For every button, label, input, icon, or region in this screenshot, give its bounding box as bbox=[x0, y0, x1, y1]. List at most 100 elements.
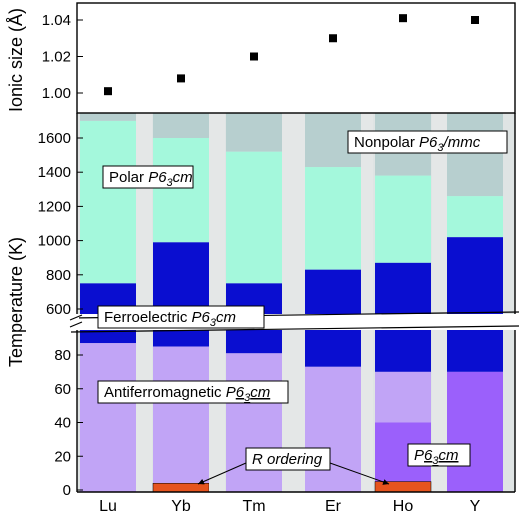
column-gap-4 bbox=[432, 113, 447, 492]
column-gap-1 bbox=[209, 113, 225, 492]
annotation-r-ordering-text: R ordering bbox=[252, 451, 323, 468]
xtick-label-yb: Yb bbox=[171, 498, 191, 515]
annotation-ferro-group: Ferroelectric P63cm bbox=[104, 309, 236, 329]
bar-polar-tm bbox=[226, 151, 282, 284]
bar-ferro-lower-tm bbox=[226, 330, 282, 354]
column-gap-2 bbox=[282, 113, 305, 492]
annotation-ferro-text: Ferroelectric bbox=[104, 309, 192, 326]
bar-nonpolar-yb bbox=[153, 113, 209, 138]
annotation-ferro: Ferroelectric P63cm bbox=[104, 309, 236, 329]
top-ytick-label: 1.04 bbox=[42, 12, 71, 29]
lower-ytick-label: 20 bbox=[54, 448, 71, 465]
bar-ferro-lower-y bbox=[447, 330, 503, 372]
ionic-size-point-tm bbox=[250, 52, 258, 61]
bar-afm-er bbox=[305, 366, 361, 492]
annotation-nonpolar-symbol: P6 bbox=[419, 134, 438, 151]
break-left-mask bbox=[69, 316, 79, 328]
bar-r-order-ho bbox=[374, 481, 432, 493]
lower-ytick-label: 40 bbox=[54, 415, 71, 432]
axis-ticks: 1.00 1.02 1.04 600 800 1000 1200 1400 1600 0 20 40 6… bbox=[38, 12, 481, 515]
annotation-r-ordering-box bbox=[245, 447, 331, 471]
annotation-nonpolar-box bbox=[347, 130, 508, 154]
top-y-axis-label: Ionic size (Å) bbox=[6, 8, 26, 112]
bar-ferro-lower-lu bbox=[80, 330, 136, 344]
upper-ytick-label: 1400 bbox=[38, 164, 71, 181]
annotation-ferro-box bbox=[97, 305, 265, 329]
break-line-lower bbox=[70, 325, 520, 333]
annotation-nonpolar: Nonpolar P63/mmc bbox=[354, 134, 481, 154]
upper-ytick-label: 800 bbox=[46, 267, 71, 284]
bar-polar-lu bbox=[80, 120, 136, 284]
annotation-afm-sub: 3 bbox=[244, 392, 251, 404]
annotation-nonpolar-group: Nonpolar P63/mmc bbox=[354, 134, 481, 154]
bar-polar-ho bbox=[375, 175, 431, 263]
annotation-r-ordering: R ordering bbox=[252, 451, 323, 468]
bar-polar-y bbox=[447, 196, 503, 238]
bar-polar-yb bbox=[153, 138, 209, 243]
annotation-p63cm-underlined-sub: 3 bbox=[432, 455, 439, 467]
xtick-label-lu: Lu bbox=[99, 498, 117, 515]
annotation-r-ordering-group: R ordering bbox=[252, 451, 323, 468]
xtick-label-er: Er bbox=[325, 498, 342, 515]
lower-ytick-label: 0 bbox=[63, 482, 71, 499]
arrow-to-ho bbox=[329, 462, 390, 485]
annotation-p63cm-underlined-end: cm bbox=[438, 447, 458, 464]
annotation-afm-group: Antiferromagnetic P63cm bbox=[104, 384, 270, 404]
column-gap-3 bbox=[361, 113, 373, 492]
ionic-size-point-yb bbox=[177, 74, 185, 83]
bar-ferro-upper-er bbox=[305, 269, 361, 314]
annotation-polar-text: Polar bbox=[109, 169, 148, 186]
annotation-p63cm-underlined-symbol: P bbox=[414, 447, 424, 464]
ionic-size-point-er bbox=[329, 34, 337, 43]
bar-afm-yb bbox=[153, 346, 209, 492]
annotation-p63cm-underlined: P63cm bbox=[414, 447, 458, 467]
annotation-polar-end: cm bbox=[173, 169, 193, 186]
lower-ytick-label: 60 bbox=[54, 381, 71, 398]
annotation-ferro-sub: 3 bbox=[210, 317, 217, 329]
ionic-size-point-lu bbox=[104, 87, 112, 96]
bar-afm-ho bbox=[375, 371, 431, 423]
axes-frames bbox=[76, 2, 516, 493]
bar-ferro-lower-ho bbox=[375, 330, 431, 372]
annotation-afm-text: Antiferromagnetic bbox=[104, 384, 226, 401]
bar-ferro-lower-yb bbox=[153, 330, 209, 347]
arrow-to-yb bbox=[197, 462, 247, 485]
bar-nonpolar-y bbox=[447, 113, 503, 197]
stacked-phase-columns bbox=[77, 113, 515, 493]
annotation-nonpolar-sub: 3 bbox=[437, 142, 444, 154]
xtick-label-tm: Tm bbox=[242, 498, 265, 515]
top-axes-frame bbox=[76, 2, 516, 114]
upper-ytick-label: 1000 bbox=[38, 233, 71, 250]
annotation-polar-box bbox=[102, 165, 194, 189]
annotation-afm: Antiferromagnetic P63cm bbox=[104, 384, 270, 404]
annotation-p63cm-underlined-ul: 6 bbox=[424, 447, 433, 464]
annotation-ferro-end: cm bbox=[216, 309, 236, 326]
xtick-label-ho: Ho bbox=[393, 498, 414, 515]
annotation-p63cm-underlined-box bbox=[407, 443, 471, 467]
annotation-polar-sub: 3 bbox=[167, 177, 174, 189]
bar-nonpolar-tm bbox=[226, 113, 282, 152]
bar-ferro-upper-y bbox=[447, 237, 503, 314]
bar-nonpolar-lu bbox=[80, 113, 136, 121]
break-tick-2 bbox=[69, 321, 83, 328]
upper-ytick-label: 1200 bbox=[38, 198, 71, 215]
top-ytick-label: 1.00 bbox=[42, 85, 71, 102]
ionic-size-point-y bbox=[471, 16, 479, 24]
bottom-y-axis-label: Temperature (K) bbox=[6, 237, 26, 367]
annotation-afm-ul: 6 bbox=[236, 384, 245, 401]
annotation-polar-symbol: P6 bbox=[148, 169, 167, 186]
bar-ferro-upper-yb bbox=[153, 242, 209, 314]
break-tick-1 bbox=[69, 314, 83, 321]
ionic-size-markers bbox=[104, 14, 479, 96]
annotation-polar-group: Polar P63cm bbox=[109, 169, 193, 189]
annotation-afm-symbol: P bbox=[226, 384, 236, 401]
bar-r-order-yb bbox=[152, 483, 210, 493]
bar-afm-lu bbox=[80, 343, 136, 492]
lower-ytick-label: 80 bbox=[54, 347, 71, 364]
annotation-polar: Polar P63cm bbox=[109, 169, 193, 189]
upper-ytick-label: 600 bbox=[46, 301, 71, 318]
annotation-nonpolar-end: /mmc bbox=[443, 134, 481, 151]
annotation-afm-box bbox=[97, 380, 289, 404]
